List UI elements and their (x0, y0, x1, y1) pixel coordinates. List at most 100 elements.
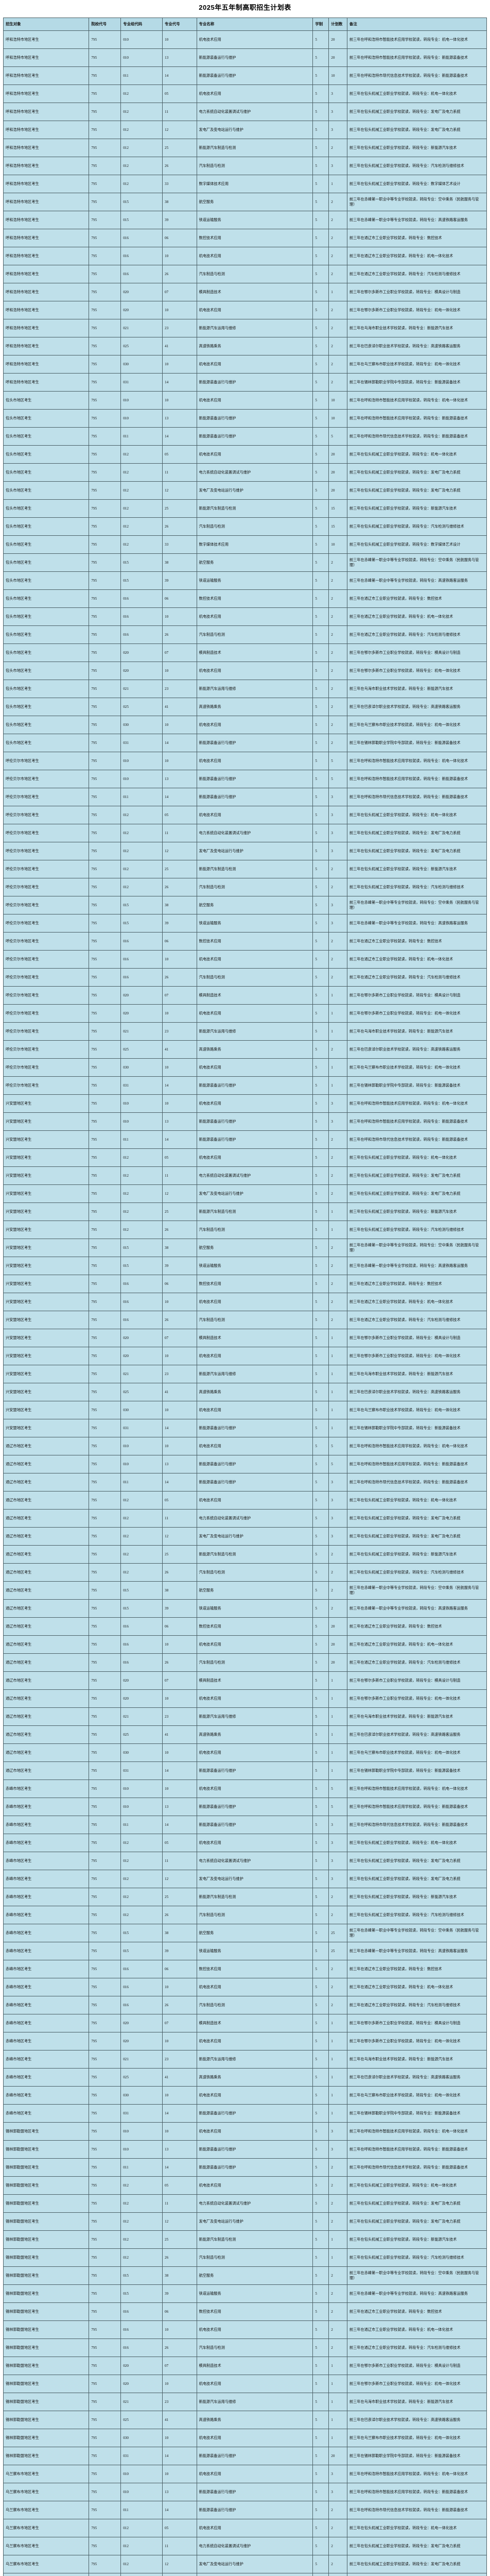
cell-object: 呼伦贝尔市地区考生 (3, 842, 90, 860)
cell-major_code: 14 (162, 1761, 197, 1780)
cell-object: 包头市地区考生 (3, 445, 90, 464)
cell-major_name: 汽车制造与检测 (196, 517, 313, 536)
table-row: 呼伦贝尔市地区考生 795 025 41 高速铁路乘务 5 2 前三年在巴彦淖尔职业技术学校就… (3, 1040, 487, 1059)
cell-school_code: 795 (89, 1870, 121, 1888)
column-header-remark: 备注 (346, 18, 487, 31)
cell-major_code: 05 (162, 1491, 197, 1510)
cell-major_code: 05 (162, 84, 197, 103)
cell-object: 呼和浩特市地区考生 (3, 319, 90, 337)
cell-school_code: 795 (89, 121, 121, 139)
cell-school_code: 795 (89, 427, 121, 446)
cell-object: 呼伦贝尔市地区考生 (3, 806, 90, 824)
cell-school_code: 795 (89, 445, 121, 464)
cell-years: 5 (312, 2411, 329, 2429)
cell-years: 5 (312, 1275, 329, 1293)
cell-object: 赤峰市地区考生 (3, 2050, 90, 2069)
cell-object: 赤峰市地区考生 (3, 1924, 90, 1942)
cell-school_code: 795 (89, 1130, 121, 1149)
cell-group_code: 020 (120, 2032, 163, 2050)
cell-object: 兴安盟地区考生 (3, 1401, 90, 1419)
cell-group_code: 011 (120, 2501, 163, 2519)
cell-plan: 2 (328, 2338, 347, 2357)
cell-object: 通辽市地区考生 (3, 1581, 90, 1600)
cell-major_code: 26 (162, 1996, 197, 2014)
cell-school_code: 795 (89, 752, 121, 770)
cell-remark: 前三年在巴彦淖尔职业技术学校就读，转段专业：高速铁路客运服务 (346, 1725, 487, 1744)
cell-years: 5 (312, 2140, 329, 2159)
cell-object: 呼伦贝尔市地区考生 (3, 1022, 90, 1041)
table-row: 包头市地区考生 795 030 10 机电技术应用 5 2 前三年在乌兰察布市职业技术学校就读… (3, 716, 487, 734)
cell-object: 锡林郭勒盟地区考生 (3, 2284, 90, 2303)
cell-remark: 前三年在包头机械工业职业学校就读，转段专业：发电厂及电力系统 (346, 2555, 487, 2573)
cell-school_code: 795 (89, 373, 121, 392)
cell-plan: 5 (328, 427, 347, 446)
cell-remark: 前三年在赤峰第一职业中等专业学校就读，转段专业：高速铁路客运服务 (346, 1257, 487, 1275)
table-row: 包头市地区考生 795 012 05 机电技术应用 5 20 前三年在包头机械工业职业学校就读… (3, 445, 487, 464)
cell-remark: 前三年在包头机械工业职业学校就读，转段专业：发电厂及电力系统 (346, 1852, 487, 1870)
cell-school_code: 795 (89, 1419, 121, 1437)
cell-major_code: 06 (162, 1617, 197, 1636)
cell-plan: 1 (328, 2248, 347, 2267)
cell-years: 5 (312, 1365, 329, 1383)
cell-remark: 前三年在呼和浩特市智能技术应用学校就读，转段专业：新能源装备技术 (346, 48, 487, 67)
cell-object: 通辽市地区考生 (3, 1707, 90, 1726)
cell-object: 乌兰察布市地区考生 (3, 2519, 90, 2537)
cell-remark: 前三年在通辽市工业职业学校就读，转段专业：汽车检测与维修技术 (346, 968, 487, 987)
cell-major_name: 新能源装备运行与维护 (196, 1455, 313, 1473)
cell-years: 5 (312, 2284, 329, 2303)
cell-major_code: 39 (162, 571, 197, 590)
table-row: 锡林郭勒盟地区考生 795 011 14 新能源装备运行与维护 5 2 前三年在呼和浩特市现代… (3, 2158, 487, 2177)
cell-object: 包头市地区考生 (3, 716, 90, 734)
cell-major_name: 数控技术应用 (196, 229, 313, 247)
cell-group_code: 012 (120, 878, 163, 896)
cell-group_code: 030 (120, 355, 163, 374)
cell-major_code: 05 (162, 806, 197, 824)
cell-school_code: 795 (89, 914, 121, 933)
table-row: 包头市地区考生 795 012 11 电力系统自动化装置调试与维护 5 20 前三年在包头机械… (3, 463, 487, 482)
cell-major_name: 发电厂及变电站运行与维护 (196, 121, 313, 139)
table-row: 呼和浩特市地区考生 795 031 14 新能源装备运行与维护 5 2 前三年在锡林郭勒职业学… (3, 373, 487, 392)
cell-object: 锡林郭勒盟地区考生 (3, 2338, 90, 2357)
cell-object: 通辽市地区考生 (3, 1509, 90, 1528)
cell-major_code: 38 (162, 896, 197, 914)
cell-major_name: 模具制造技术 (196, 1671, 313, 1690)
cell-school_code: 795 (89, 1761, 121, 1780)
cell-group_code: 012 (120, 1545, 163, 1564)
cell-group_code: 016 (120, 589, 163, 608)
cell-object: 呼和浩特市地区考生 (3, 355, 90, 374)
cell-major_name: 机电技术应用 (196, 1834, 313, 1852)
cell-group_code: 020 (120, 1671, 163, 1690)
cell-school_code: 795 (89, 1725, 121, 1744)
cell-major_name: 数控技术应用 (196, 1275, 313, 1293)
cell-major_name: 高速铁路乘务 (196, 1040, 313, 1059)
cell-object: 呼伦贝尔市地区考生 (3, 1040, 90, 1059)
cell-major_code: 26 (162, 1221, 197, 1239)
cell-remark: 前三年在包头机械工业职业学校就读，转段专业：汽车检测与维修技术 (346, 2248, 487, 2267)
cell-years: 5 (312, 499, 329, 518)
cell-major_name: 模具制造技术 (196, 1329, 313, 1347)
cell-remark: 前三年在乌兰察布市职业技术学校就读，转段专业：机电一体化技术 (346, 1058, 487, 1077)
cell-group_code: 020 (120, 1347, 163, 1365)
cell-object: 包头市地区考生 (3, 643, 90, 662)
cell-object: 呼和浩特市地区考生 (3, 193, 90, 211)
table-row: 呼伦贝尔市地区考生 795 010 10 机电技术应用 5 5 前三年在呼和浩特市智能技术应用… (3, 752, 487, 770)
table-row: 锡林郭勒盟地区考生 795 031 14 新能源装备运行与维护 5 20 前三年在锡林郭勒职业… (3, 2447, 487, 2465)
cell-remark: 前三年在通辽市工业职业学校就读，转段专业：汽车检测与维修技术 (346, 1653, 487, 1672)
cell-major_name: 铁道运输服务 (196, 914, 313, 933)
cell-major_code: 10 (162, 1058, 197, 1077)
cell-plan: 3 (328, 2465, 347, 2483)
cell-plan: 2 (328, 716, 347, 734)
cell-school_code: 795 (89, 788, 121, 806)
cell-years: 5 (312, 1996, 329, 2014)
cell-group_code: 025 (120, 337, 163, 355)
cell-group_code: 030 (120, 716, 163, 734)
cell-major_code: 23 (162, 2050, 197, 2069)
cell-school_code: 795 (89, 337, 121, 355)
cell-plan: 3 (328, 842, 347, 860)
cell-remark: 前三年在通辽市工业职业学校就读，转段专业：机电一体化技术 (346, 247, 487, 265)
cell-plan: 3 (328, 914, 347, 933)
cell-group_code: 021 (120, 1365, 163, 1383)
cell-group_code: 021 (120, 1022, 163, 1041)
cell-remark: 前三年在巴彦淖尔职业技术学校就读，转段专业：高速铁路客运服务 (346, 1040, 487, 1059)
cell-remark: 前三年在通辽市工业职业学校就读，转段专业：数控技术 (346, 1960, 487, 1978)
